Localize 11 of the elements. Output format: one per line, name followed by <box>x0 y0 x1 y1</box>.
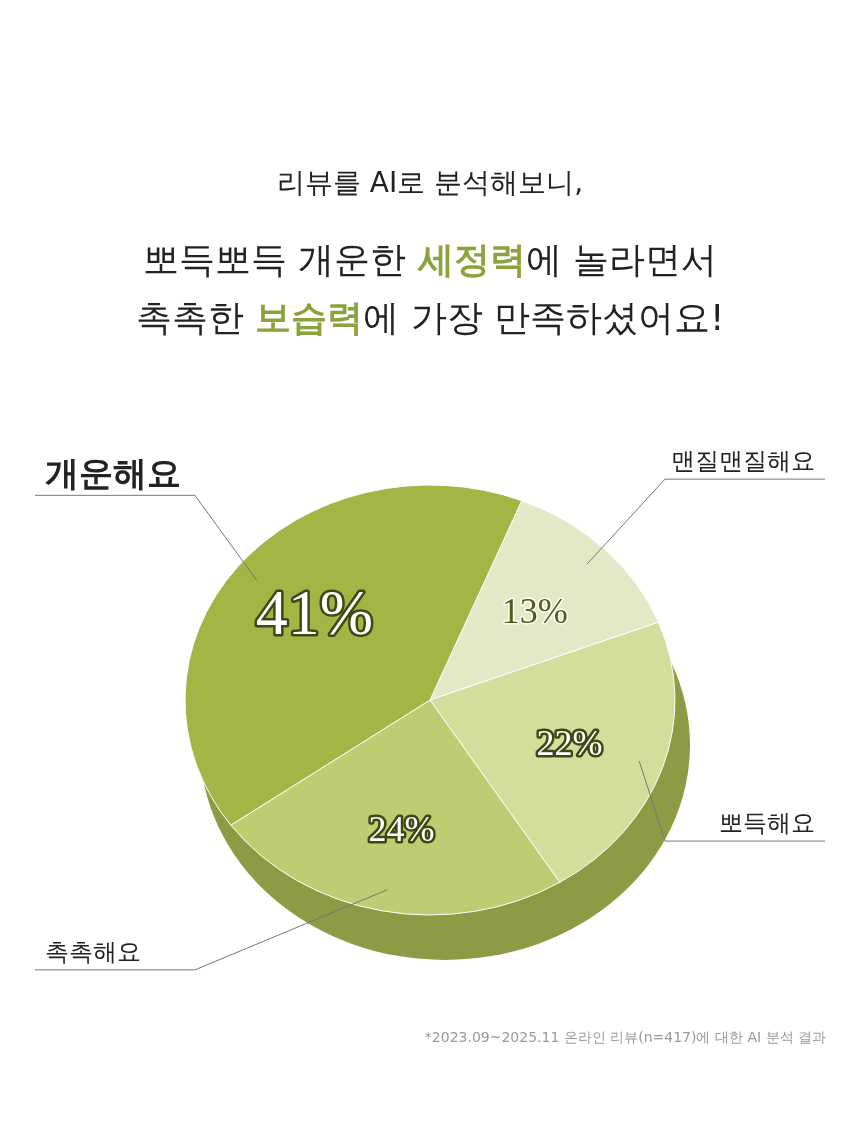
slice-label: 뽀득해요 <box>719 809 815 838</box>
data-label: 13% <box>501 591 568 632</box>
chart-title: 리뷰를 AI로 분석해보니, <box>276 166 584 199</box>
slice-label: 촉촉해요 <box>45 937 141 966</box>
slice-label: 개운해요 <box>45 453 181 494</box>
data-label: 41% <box>255 577 374 649</box>
data-label: 22% <box>536 722 603 763</box>
data-label: 24% <box>368 808 435 849</box>
text: 뽀득뽀득 개운한 세정력에 놀라면서 촉촉한 보습력에 가장 만족하셨어요! <box>135 239 725 338</box>
slice-label: 맨질맨질해요 <box>671 447 815 476</box>
text: *2023.09~2025.11 온라인 리뷰(n=417)에 대한 AI 분석 결과 <box>424 1029 826 1045</box>
